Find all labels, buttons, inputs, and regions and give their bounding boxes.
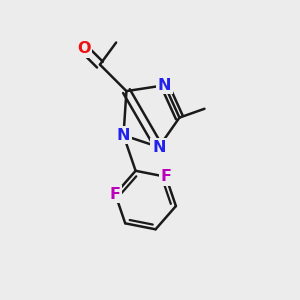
- Text: N: N: [117, 128, 130, 143]
- Text: F: F: [110, 187, 121, 202]
- Text: O: O: [77, 41, 91, 56]
- Text: F: F: [160, 169, 171, 184]
- Text: N: N: [152, 140, 166, 154]
- Text: N: N: [158, 78, 172, 93]
